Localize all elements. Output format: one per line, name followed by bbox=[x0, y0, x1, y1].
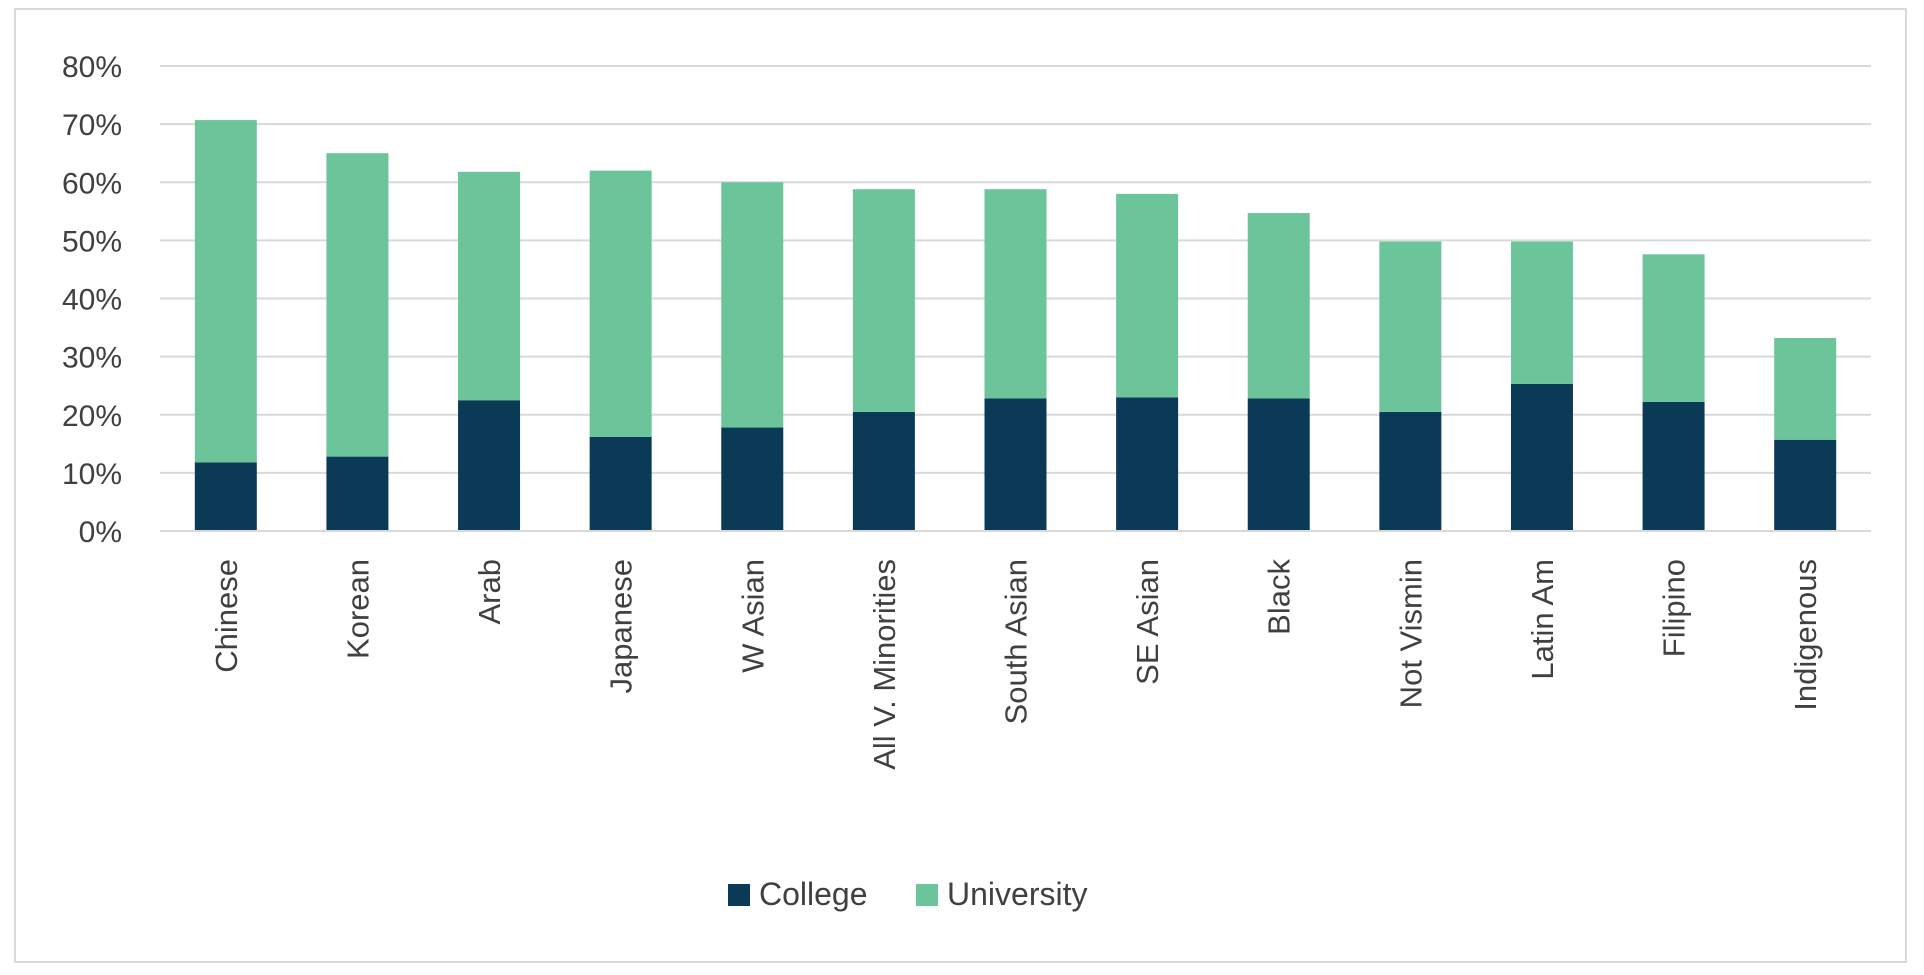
bar-college-japanese bbox=[589, 436, 652, 531]
bars bbox=[194, 120, 1837, 531]
y-tick-label-30: 30% bbox=[62, 342, 122, 375]
x-tick-label-japanese: Japanese bbox=[604, 559, 639, 693]
x-tick-label-w-asian: W Asian bbox=[735, 559, 770, 673]
bar-university-black bbox=[1247, 213, 1310, 399]
bar-college-korean bbox=[326, 456, 389, 531]
x-tick-label-arab: Arab bbox=[472, 559, 507, 624]
bar-university-chinese bbox=[194, 120, 257, 463]
y-tick-label-70: 70% bbox=[62, 109, 122, 142]
x-tick-label-chinese: Chinese bbox=[209, 559, 244, 673]
x-tick-label-indigenous: Indigenous bbox=[1788, 559, 1823, 711]
bar-university-korean bbox=[326, 153, 389, 457]
bar-university-not-vismin bbox=[1379, 241, 1442, 412]
x-tick-label-korean: Korean bbox=[340, 559, 375, 659]
x-axis-category-labels: Chinese Korean Arab Japanese W Asian All V. M… bbox=[209, 559, 1823, 770]
bar-college-all-v-minorities bbox=[852, 411, 915, 531]
bar-college-arab bbox=[458, 400, 521, 531]
x-tick-label-south-asian: South Asian bbox=[999, 559, 1034, 724]
stacked-bar-chart: 0% 10% 20% 30% 40% 50% 60% 70% 80% Chinese Korean… bbox=[62, 51, 1871, 912]
legend-item-college: College bbox=[728, 876, 868, 912]
legend-swatch-college bbox=[728, 884, 750, 906]
y-tick-label-10: 10% bbox=[62, 458, 122, 491]
x-tick-label-latin-am: Latin Am bbox=[1525, 559, 1560, 680]
bar-college-not-vismin bbox=[1379, 411, 1442, 531]
x-tick-label-black: Black bbox=[1262, 559, 1297, 635]
x-tick-label-se-asian: SE Asian bbox=[1130, 559, 1165, 685]
bar-university-filipino bbox=[1642, 254, 1705, 402]
legend-item-university: University bbox=[916, 876, 1087, 912]
bar-university-south-asian bbox=[984, 189, 1047, 399]
chart-frame: 0% 10% 20% 30% 40% 50% 60% 70% 80% Chinese Korean… bbox=[14, 8, 1907, 963]
bar-college-filipino bbox=[1642, 401, 1705, 531]
y-tick-label-40: 40% bbox=[62, 284, 122, 317]
bar-college-latin-am bbox=[1510, 383, 1573, 531]
bar-college-indigenous bbox=[1774, 439, 1837, 531]
x-tick-label-not-vismin: Not Vismin bbox=[1393, 559, 1428, 708]
y-tick-label-0: 0% bbox=[79, 516, 122, 549]
bar-college-chinese bbox=[194, 462, 257, 531]
x-tick-label-all-v-minorities: All V. Minorities bbox=[867, 559, 902, 770]
x-tick-label-filipino: Filipino bbox=[1657, 559, 1692, 657]
y-tick-label-50: 50% bbox=[62, 225, 122, 258]
y-tick-label-60: 60% bbox=[62, 167, 122, 200]
y-tick-label-80: 80% bbox=[62, 51, 122, 84]
legend-label-university: University bbox=[947, 876, 1087, 912]
bar-university-japanese bbox=[589, 170, 652, 437]
bar-college-black bbox=[1247, 398, 1310, 531]
bar-college-se-asian bbox=[1116, 397, 1179, 531]
y-tick-label-20: 20% bbox=[62, 400, 122, 433]
bar-university-latin-am bbox=[1510, 241, 1573, 384]
bar-university-w-asian bbox=[721, 182, 784, 428]
legend-swatch-university bbox=[916, 884, 938, 906]
bar-university-indigenous bbox=[1774, 338, 1837, 440]
bar-university-se-asian bbox=[1116, 193, 1179, 398]
legend: College University bbox=[728, 876, 1087, 912]
legend-label-college: College bbox=[759, 876, 868, 912]
bar-university-all-v-minorities bbox=[852, 189, 915, 412]
y-axis-ticks: 0% 10% 20% 30% 40% 50% 60% 70% 80% bbox=[62, 51, 122, 549]
bar-university-arab bbox=[458, 171, 521, 401]
bar-college-w-asian bbox=[721, 427, 784, 531]
bar-college-south-asian bbox=[984, 398, 1047, 531]
